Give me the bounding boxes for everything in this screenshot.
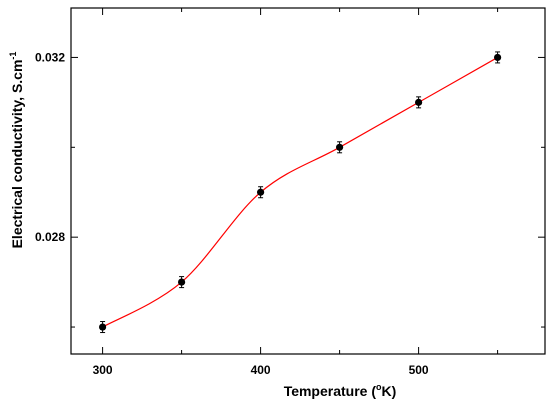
data-point [99, 321, 107, 334]
fit-curve [102, 56, 498, 328]
tick-labels: 300 400 500 0.028 0.032 [35, 50, 429, 377]
data-marker [178, 278, 186, 286]
x-tick-label: 500 [409, 363, 429, 377]
data-marker [99, 323, 107, 331]
y-tick-label: 0.028 [35, 230, 65, 244]
y-tick-label: 0.032 [35, 50, 65, 64]
data-marker [494, 53, 502, 62]
x-tick-label: 300 [93, 363, 113, 377]
y-axis-title: Electrical conductivity, S.cm-1 [8, 52, 25, 249]
data-marker [415, 98, 423, 106]
data-markers [99, 51, 502, 334]
plot-area [70, 7, 546, 355]
data-point [257, 186, 265, 199]
data-point [494, 51, 502, 64]
x-tick-label: 400 [251, 363, 271, 377]
data-point [415, 96, 423, 109]
data-point [336, 141, 344, 154]
data-marker [257, 188, 265, 196]
data-marker [336, 143, 344, 151]
data-point [178, 276, 186, 289]
plot-frame [70, 7, 546, 355]
x-axis-title: Temperature (oK) [284, 382, 397, 399]
axis-ticks [71, 8, 545, 354]
